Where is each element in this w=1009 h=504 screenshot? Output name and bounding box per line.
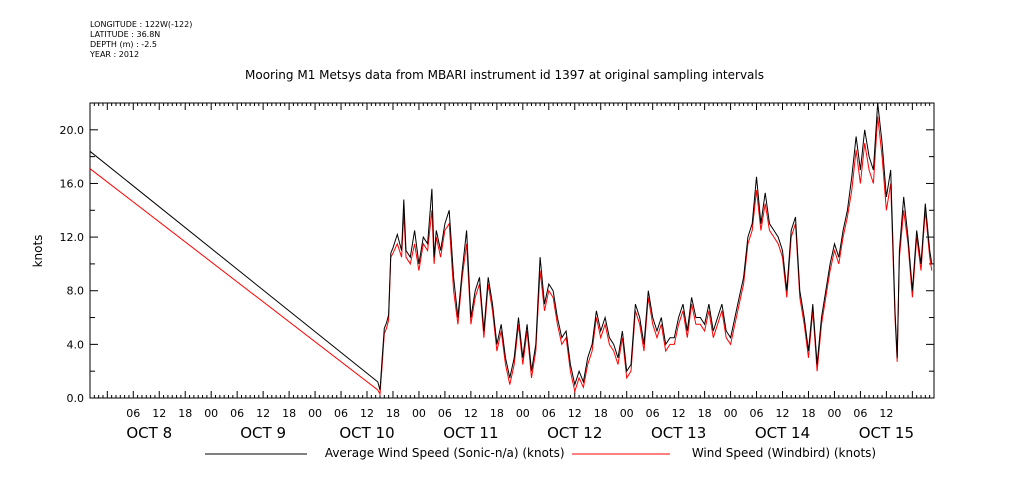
x-hour-label: 12: [568, 407, 582, 420]
legend-label-sonic: Average Wind Speed (Sonic-n/a) (knots): [324, 446, 565, 460]
x-hour-label: 12: [360, 407, 374, 420]
plot-frame: [89, 102, 935, 399]
x-hour-label: 06: [750, 407, 764, 420]
x-day-label: OCT 11: [443, 424, 498, 442]
y-tick-label: 20.0: [60, 124, 85, 137]
x-day-label: OCT 8: [126, 424, 172, 442]
x-day-label: OCT 14: [755, 424, 810, 442]
series-line-windbird: [89, 116, 933, 396]
y-axis-label: knots: [31, 235, 45, 268]
x-hour-label: 06: [334, 407, 348, 420]
x-day-label: OCT 13: [651, 424, 706, 442]
y-tick-label: 16.0: [60, 177, 85, 190]
y-tick-label: 8.0: [67, 285, 85, 298]
longitude-label: LONGITUDE : 122W(-122): [90, 20, 193, 29]
x-hour-label: 06: [126, 407, 140, 420]
x-hour-label: 00: [308, 407, 322, 420]
legend: Average Wind Speed (Sonic-n/a) (knots): [203, 446, 565, 461]
chart-title: Mooring M1 Metsys data from MBARI instru…: [245, 68, 764, 82]
legend-label-windbird: Wind Speed (Windbird) (knots): [691, 446, 877, 460]
x-hour-label: 06: [230, 407, 244, 420]
x-hour-label: 12: [152, 407, 166, 420]
y-tick-label: 12.0: [60, 231, 85, 244]
x-hour-label: 06: [438, 407, 452, 420]
x-hour-label: 12: [672, 407, 686, 420]
x-hour-label: 00: [620, 407, 634, 420]
y-tick-label: 4.0: [67, 338, 85, 351]
x-hour-label: 12: [879, 407, 893, 420]
x-day-label: OCT 9: [240, 424, 286, 442]
x-hour-label: 18: [698, 407, 712, 420]
x-hour-label: 12: [256, 407, 270, 420]
x-hour-label: 18: [178, 407, 192, 420]
x-hour-label: 18: [801, 407, 815, 420]
x-hour-label: 12: [464, 407, 478, 420]
x-hour-label: 00: [412, 407, 426, 420]
x-day-label: OCT 15: [859, 424, 914, 442]
x-day-label: OCT 12: [547, 424, 602, 442]
latitude-label: LATITUDE : 36.8N: [90, 30, 161, 39]
x-hour-label: 18: [386, 407, 400, 420]
x-hour-label: 06: [646, 407, 660, 420]
x-hour-label: 12: [776, 407, 790, 420]
x-hour-label: 06: [853, 407, 867, 420]
y-tick-label: 0.0: [67, 392, 85, 405]
year-label: YEAR : 2012: [90, 50, 140, 59]
series-line-sonic: [89, 102, 933, 391]
legend-2: Wind Speed (Windbird) (knots): [570, 446, 876, 461]
x-day-label: OCT 10: [339, 424, 394, 442]
legend-line-black: [205, 453, 307, 454]
x-hour-label: 18: [282, 407, 296, 420]
depth-label: DEPTH (m) : -2.5: [90, 40, 157, 49]
x-hour-label: 00: [516, 407, 530, 420]
x-hour-label: 06: [542, 407, 556, 420]
x-hour-label: 00: [724, 407, 738, 420]
legend-line-red: [572, 453, 670, 454]
metadata-block: LONGITUDE : 122W(-122) LATITUDE : 36.8N …: [90, 20, 192, 60]
x-hour-label: 18: [490, 407, 504, 420]
x-hour-label: 00: [204, 407, 218, 420]
x-hour-label: 00: [827, 407, 841, 420]
x-hour-label: 18: [594, 407, 608, 420]
